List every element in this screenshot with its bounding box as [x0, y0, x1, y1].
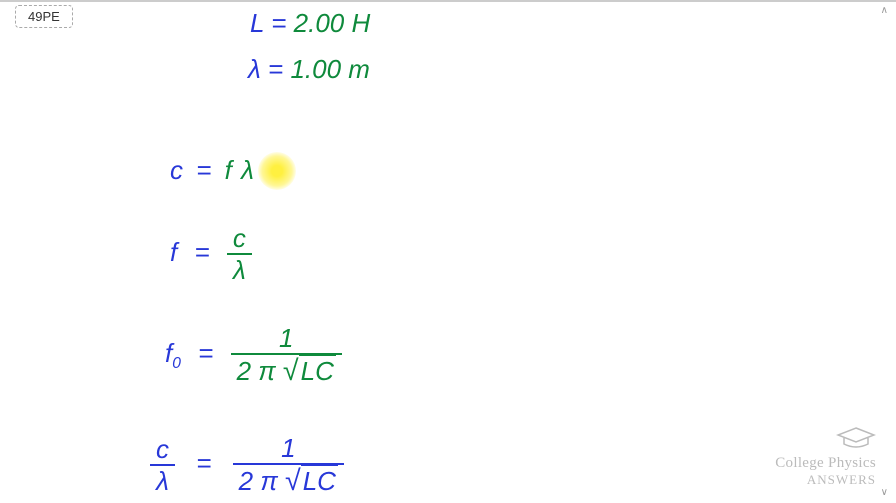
denominator-lambda: λ: [227, 253, 252, 283]
sub-zero: 0: [172, 355, 181, 372]
sqrt-symbol: LC: [285, 467, 338, 496]
numerator-c: c: [227, 225, 252, 253]
problem-number-tag: 49PE: [15, 5, 73, 28]
resonant-fraction: 1 2 π LC: [231, 325, 342, 386]
denominator-lambda: λ: [150, 464, 175, 494]
brand-line1: College Physics: [775, 455, 876, 472]
var-f: f: [225, 155, 232, 185]
brand-line2: ANSWERS: [775, 472, 876, 488]
brand-logo: College Physics ANSWERS: [775, 426, 876, 488]
denominator-2pi-sqrtLC: 2 π LC: [233, 463, 344, 496]
numerator-c: c: [150, 436, 175, 464]
var-L: L: [250, 8, 264, 38]
fraction-right: 1 2 π LC: [233, 435, 344, 496]
freq-equation: f = c λ: [170, 225, 252, 283]
eq-sign: =: [196, 448, 211, 478]
two-pi: 2 π: [239, 466, 278, 496]
fraction-c-over-lambda-left: c λ: [150, 436, 175, 494]
var-f: f: [170, 237, 177, 267]
val-L: 2.00 H: [294, 8, 371, 38]
eq-sign: =: [196, 155, 211, 185]
sqrt-LC: LC: [301, 465, 338, 496]
var-f0: f0: [165, 338, 188, 368]
scroll-down-icon[interactable]: ∨: [881, 487, 888, 498]
cursor-highlight: [258, 152, 296, 190]
eq-sign: =: [271, 8, 286, 38]
numerator-1: 1: [275, 435, 301, 463]
resonant-freq-equation: f0 = 1 2 π LC: [165, 325, 342, 386]
fraction-c-over-lambda: c λ: [227, 225, 252, 283]
combined-equation: c λ = 1 2 π LC: [150, 435, 344, 496]
scroll-up-icon[interactable]: ∧: [881, 5, 888, 16]
eq-sign: =: [198, 338, 213, 368]
two-pi: 2 π: [237, 356, 276, 386]
graduation-cap-icon: [775, 426, 876, 455]
val-lambda: 1.00 m: [290, 54, 370, 84]
denominator-2pi-sqrtLC: 2 π LC: [231, 353, 342, 386]
problem-id: 49PE: [28, 9, 60, 24]
wave-equation: c = f λ: [170, 155, 254, 186]
given-inductance: L = 2.00 H: [250, 8, 370, 39]
given-wavelength: λ = 1.00 m: [248, 54, 370, 85]
eq-sign: =: [194, 237, 209, 267]
sqrt-LC: LC: [299, 355, 336, 386]
var-c: c: [170, 155, 183, 185]
eq-sign: =: [268, 54, 283, 84]
sqrt-symbol: LC: [283, 357, 336, 386]
window-top-border: [0, 0, 896, 2]
numerator-1: 1: [273, 325, 299, 353]
var-lambda: λ: [248, 54, 261, 84]
var-lambda: λ: [241, 155, 254, 185]
